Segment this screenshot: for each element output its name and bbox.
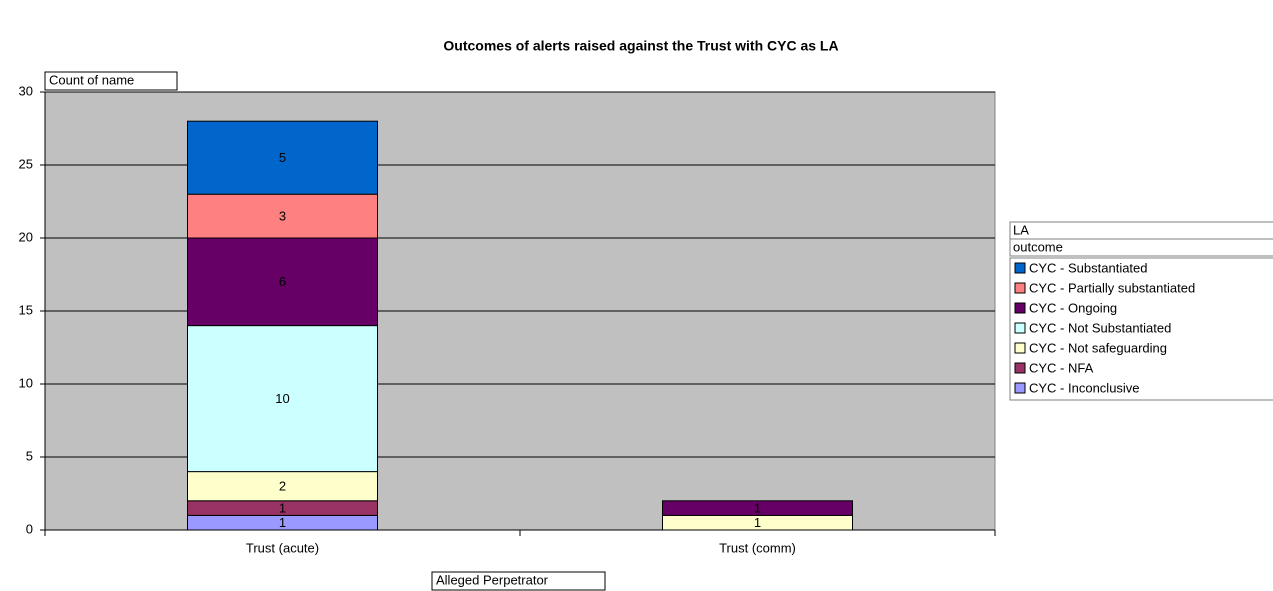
data-label: 1 — [754, 515, 761, 530]
x-field-box — [431, 571, 606, 591]
data-label: 3 — [279, 209, 286, 224]
bar-segment — [187, 471, 378, 502]
legend-label: CYC - Ongoing — [1029, 300, 1117, 315]
bar-segment — [662, 500, 853, 516]
legend-box — [1009, 257, 1273, 401]
data-label: 5 — [279, 150, 286, 165]
legend-field-box — [1009, 221, 1273, 240]
legend-label: CYC - Not Substantiated — [1029, 320, 1171, 335]
legend-field: outcome — [1013, 239, 1063, 254]
y-tick-label: 10 — [19, 375, 33, 390]
x-tick-label: Trust (acute) — [246, 540, 319, 555]
bar-segment — [187, 193, 378, 239]
legend-swatch — [1014, 282, 1026, 294]
legend-swatch — [1014, 382, 1026, 394]
chart-title: Outcomes of alerts raised against the Tr… — [443, 38, 838, 54]
data-label: 1 — [754, 501, 761, 516]
legend-swatch — [1014, 362, 1026, 374]
legend-label: CYC - Substantiated — [1029, 260, 1148, 275]
legend-label: CYC - Partially substantiated — [1029, 280, 1195, 295]
y-field-box — [44, 71, 178, 91]
x-axis-label: Alleged Perpetrator — [436, 572, 549, 587]
legend-swatch — [1014, 322, 1026, 334]
y-tick-label: 5 — [26, 448, 33, 463]
y-tick-label: 30 — [19, 83, 33, 98]
y-tick-label: 15 — [19, 302, 33, 317]
data-label: 10 — [275, 391, 289, 406]
bar-segment — [187, 325, 378, 473]
data-label: 1 — [279, 501, 286, 516]
data-label: 1 — [279, 515, 286, 530]
legend-label: CYC - NFA — [1029, 360, 1094, 375]
bar-segment — [187, 237, 378, 327]
y-axis-label: Count of name — [49, 72, 134, 87]
bar-segment — [187, 120, 378, 195]
legend-label: CYC - Not safeguarding — [1029, 340, 1167, 355]
legend-field: LA — [1013, 222, 1029, 237]
legend-swatch — [1014, 262, 1026, 274]
legend-swatch — [1014, 342, 1026, 354]
legend-swatch — [1014, 302, 1026, 314]
y-tick-label: 25 — [19, 156, 33, 171]
x-tick-label: Trust (comm) — [719, 540, 796, 555]
legend-field-box — [1009, 238, 1273, 257]
y-tick-label: 0 — [26, 521, 33, 536]
data-label: 2 — [279, 479, 286, 494]
y-tick-label: 20 — [19, 229, 33, 244]
legend-label: CYC - Inconclusive — [1029, 380, 1140, 395]
data-label: 6 — [279, 274, 286, 289]
